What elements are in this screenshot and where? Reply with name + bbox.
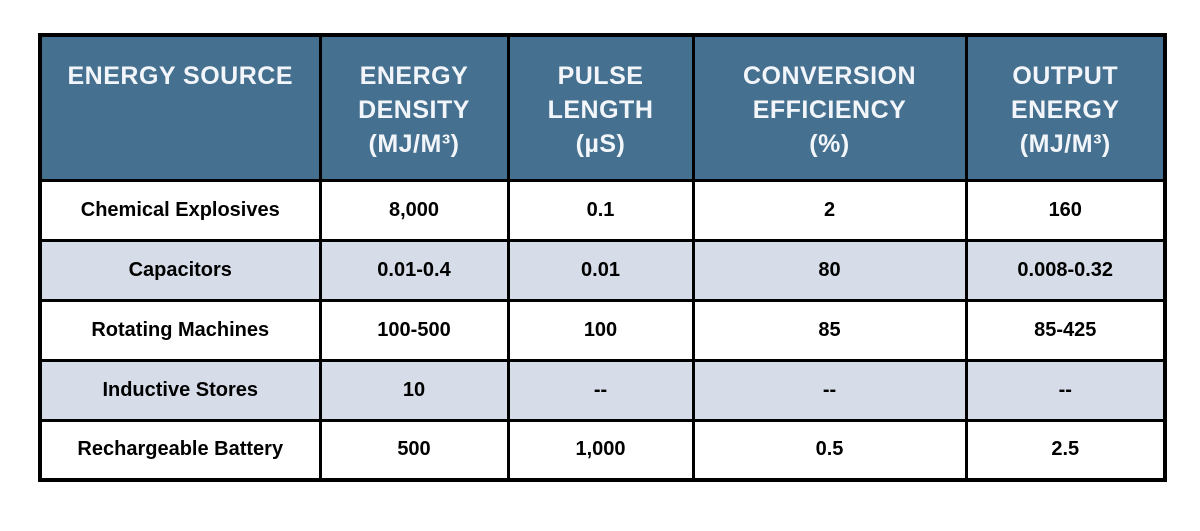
cell-pulse-length: -- (506, 358, 695, 422)
cell-conversion-efficiency: 85 (691, 298, 968, 362)
table-row-inductive-stores: Inductive Stores 10 -- -- -- (38, 358, 1167, 422)
cell-energy-density: 100-500 (318, 298, 510, 362)
cell-pulse-length: 100 (506, 298, 695, 362)
cell-energy-density: 8,000 (318, 178, 510, 242)
column-header-pulse-length: PULSE LENGTH (µS) (506, 33, 695, 182)
table-row-capacitors: Capacitors 0.01-0.4 0.01 80 0.008-0.32 (38, 238, 1167, 302)
cell-output-energy: 85-425 (964, 298, 1167, 362)
table-row-rotating-machines: Rotating Machines 100-500 100 85 85-425 (38, 298, 1167, 362)
column-header-energy-density: ENERGY DENSITY (MJ/M³) (318, 33, 510, 182)
energy-sources-table: ENERGY SOURCE ENERGY DENSITY (MJ/M³) PUL… (38, 33, 1167, 482)
cell-pulse-length: 0.1 (506, 178, 695, 242)
cell-source: Chemical Explosives (38, 178, 322, 242)
cell-source: Capacitors (38, 238, 322, 302)
cell-energy-density: 10 (318, 358, 510, 422)
cell-conversion-efficiency: 2 (691, 178, 968, 242)
table-row-rechargeable-battery: Rechargeable Battery 500 1,000 0.5 2.5 (38, 418, 1167, 482)
cell-conversion-efficiency: 0.5 (691, 418, 968, 482)
cell-output-energy: 2.5 (964, 418, 1167, 482)
cell-source: Rechargeable Battery (38, 418, 322, 482)
column-header-output-energy: OUTPUT ENERGY (MJ/M³) (964, 33, 1167, 182)
cell-pulse-length: 0.01 (506, 238, 695, 302)
cell-output-energy: 160 (964, 178, 1167, 242)
cell-conversion-efficiency: 80 (691, 238, 968, 302)
table-row-chemical-explosives: Chemical Explosives 8,000 0.1 2 160 (38, 178, 1167, 242)
cell-source: Inductive Stores (38, 358, 322, 422)
cell-energy-density: 500 (318, 418, 510, 482)
cell-output-energy: -- (964, 358, 1167, 422)
cell-energy-density: 0.01-0.4 (318, 238, 510, 302)
cell-output-energy: 0.008-0.32 (964, 238, 1167, 302)
header-row: ENERGY SOURCE ENERGY DENSITY (MJ/M³) PUL… (38, 33, 1167, 182)
cell-pulse-length: 1,000 (506, 418, 695, 482)
cell-conversion-efficiency: -- (691, 358, 968, 422)
cell-source: Rotating Machines (38, 298, 322, 362)
column-header-conversion-efficiency: CONVERSION EFFICIENCY (%) (691, 33, 968, 182)
column-header-energy-source: ENERGY SOURCE (38, 33, 322, 182)
